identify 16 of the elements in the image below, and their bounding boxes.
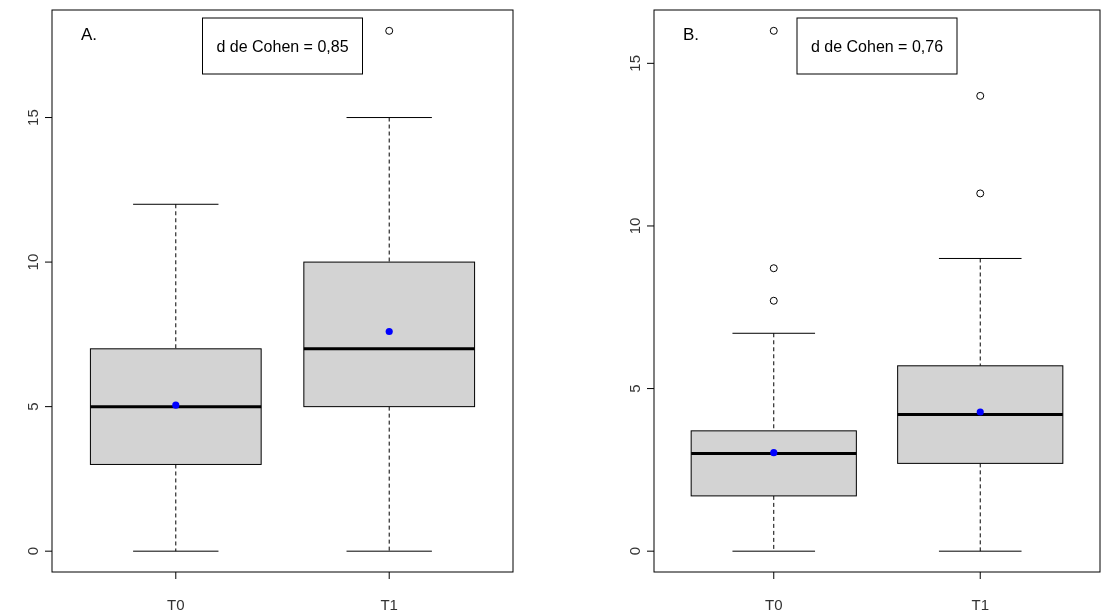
x-tick-label: T0 [167, 596, 185, 613]
annotation: d de Cohen = 0,76 [810, 38, 944, 55]
y-tick-label: 15 [24, 109, 41, 126]
annotation: d de Cohen = 0,85 [216, 38, 349, 55]
x-tick-label: T1 [971, 596, 989, 613]
x-tick-label: T1 [380, 596, 398, 613]
y-tick-label: 5 [626, 384, 643, 393]
x-tick-label: T0 [765, 596, 783, 613]
y-tick-label: 10 [626, 217, 643, 235]
y-tick-label: 15 [626, 54, 643, 72]
annotation: B. [683, 25, 700, 44]
y-tick-label: 5 [24, 402, 41, 411]
annotation: A. [81, 25, 98, 44]
y-tick-label: 10 [24, 253, 41, 271]
y-tick-label: 0 [626, 547, 643, 556]
y-tick-label: 0 [24, 547, 41, 556]
